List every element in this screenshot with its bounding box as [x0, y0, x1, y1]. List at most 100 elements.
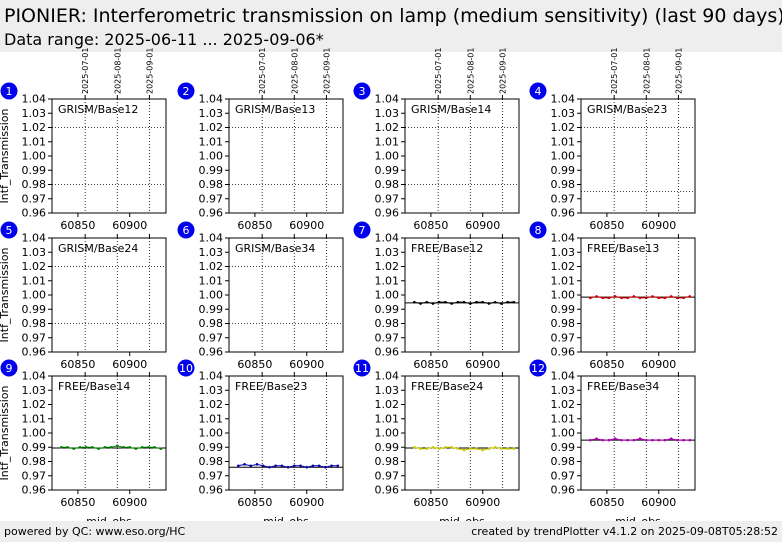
plot-frame: [580, 98, 696, 214]
x-tick-label: 60900: [641, 219, 676, 232]
plot-frame: [404, 375, 520, 491]
data-point: [115, 444, 119, 448]
panel-number: 4: [535, 85, 542, 98]
y-tick-label: 0.97: [551, 331, 576, 344]
data-point: [292, 464, 296, 468]
y-tick-label: 0.99: [551, 441, 576, 454]
x-tick-label: 60850: [589, 358, 624, 371]
panel-number-badge: [529, 359, 547, 377]
panel-number: 11: [355, 362, 369, 375]
data-range-subtitle: Data range: 2025-06-11 ... 2025-09-06*: [4, 30, 324, 49]
panel-label: FREE/Base23: [235, 380, 307, 393]
panel-number-badge: [0, 82, 18, 100]
data-point: [506, 447, 509, 450]
y-tick-label: 1.02: [199, 398, 224, 411]
panel-number: 10: [179, 362, 193, 375]
panel-4: 2025-07-01 2025-08-01 2025-09-010.960.970.…: [529, 48, 696, 232]
data-point: [632, 295, 636, 298]
y-tick-label: 1.04: [551, 93, 576, 106]
x-tick-label: 60900: [465, 496, 500, 509]
top-date-label: 2025-08-01: [642, 48, 651, 95]
x-tick-label: 60900: [641, 358, 676, 371]
y-tick-label: 1.04: [551, 232, 576, 245]
y-tick-label: 1.00: [375, 289, 400, 302]
y-tick-label: 0.97: [22, 469, 47, 482]
x-tick-label: 60850: [589, 496, 624, 509]
data-point: [663, 438, 667, 442]
y-tick-label: 1.02: [22, 121, 47, 134]
x-tick-label: 60850: [237, 219, 272, 232]
y-tick-label: 0.97: [22, 331, 47, 344]
top-date-label: 2025-09-01: [674, 48, 683, 95]
x-tick-label: 60900: [112, 219, 147, 232]
data-point: [72, 447, 76, 450]
panel-label: GRISM/Base24: [58, 242, 138, 255]
y-tick-label: 0.97: [375, 469, 400, 482]
panel-11: 0.96 0.970.980.991.00 1.011.021.031.04 6085…: [353, 359, 520, 528]
data-point: [589, 296, 592, 300]
data-point: [626, 438, 629, 442]
data-point: [336, 464, 340, 468]
y-tick-label: 0.96: [551, 484, 576, 497]
y-tick-label: 0.96: [551, 346, 576, 359]
data-point: [620, 296, 623, 300]
data-point: [330, 464, 333, 468]
y-tick-label: 1.03: [375, 107, 400, 120]
panel-number: 9: [6, 362, 13, 375]
y-tick-label: 1.02: [199, 121, 224, 134]
data-point: [268, 465, 271, 469]
y-tick-label: 1.03: [22, 246, 47, 259]
y-tick-label: 1.01: [199, 274, 224, 287]
y-tick-label: 1.00: [375, 427, 400, 440]
panel-10: 0.96 0.970.980.991.00 1.011.021.031.04 6085…: [177, 359, 344, 528]
x-tick-label: 60850: [237, 358, 272, 371]
y-tick-label: 0.98: [199, 455, 224, 468]
panel-number: 3: [359, 85, 366, 98]
x-tick-label: 60850: [413, 219, 448, 232]
y-tick-label: 0.96: [375, 346, 400, 359]
data-point: [512, 447, 516, 450]
y-tick-label: 1.01: [22, 135, 47, 148]
top-date-label: 2025-07-01: [81, 48, 90, 95]
panel-5: 0.96 0.970.980.991.00 1.011.021.031.04 6085…: [0, 221, 167, 371]
top-date-label: 2025-08-01: [466, 48, 475, 95]
top-date-label: 2025-08-01: [113, 48, 122, 95]
data-point: [249, 464, 253, 468]
data-point: [644, 296, 648, 300]
y-tick-label: 1.01: [375, 274, 400, 287]
y-tick-label: 0.98: [551, 455, 576, 468]
x-tick-label: 60900: [465, 219, 500, 232]
data-point: [601, 296, 605, 300]
y-tick-label: 1.00: [22, 427, 47, 440]
y-tick-label: 1.00: [551, 150, 576, 163]
panel-number-badge: [353, 221, 371, 239]
data-point: [595, 437, 598, 441]
footer-credit: powered by QC: www.eso.org/HC: [4, 525, 186, 538]
data-point: [676, 438, 679, 442]
y-tick-label: 1.02: [375, 398, 400, 411]
data-point: [134, 447, 138, 450]
data-point: [60, 445, 63, 449]
data-point: [644, 438, 648, 442]
data-point: [413, 445, 416, 449]
y-tick-label: 1.04: [551, 370, 576, 383]
data-point: [657, 296, 661, 300]
y-tick-label: 0.98: [22, 317, 47, 330]
y-tick-label: 0.99: [199, 164, 224, 177]
y-tick-label: 0.96: [22, 207, 47, 220]
data-point: [512, 300, 516, 304]
y-tick-label: 1.00: [22, 289, 47, 302]
y-tick-label: 1.02: [199, 260, 224, 273]
data-point: [462, 448, 466, 452]
panel-number: 2: [183, 85, 190, 98]
panel-number: 12: [531, 362, 545, 375]
panel-label: GRISM/Base14: [411, 103, 491, 116]
data-point: [66, 445, 69, 449]
y-tick-label: 1.04: [199, 232, 224, 245]
data-point: [140, 445, 144, 449]
y-tick-label: 0.99: [199, 441, 224, 454]
data-point: [450, 302, 453, 305]
plot-frame: [404, 237, 520, 353]
data-point: [607, 438, 611, 442]
data-point: [626, 296, 629, 300]
